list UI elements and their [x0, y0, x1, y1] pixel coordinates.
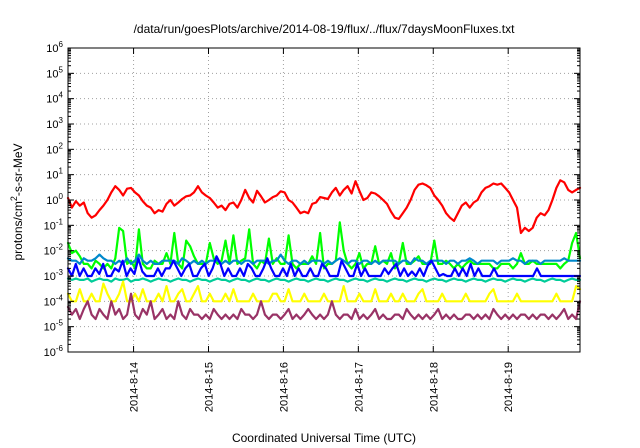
x-tick-label: 2014-8-16	[278, 362, 290, 412]
plot-frame	[67, 47, 581, 353]
y-tick-label: 10-1	[44, 217, 64, 232]
x-axis-label: Coordinated Universal Time (UTC)	[232, 431, 416, 445]
series-line-6	[66, 280, 582, 303]
series-line-3	[66, 253, 582, 265]
y-tick-label: 103	[46, 116, 63, 131]
y-tick-label: 10-3	[44, 268, 64, 283]
x-tick-label: 2014-8-18	[428, 362, 440, 412]
series-line-1	[66, 179, 582, 235]
y-tick-label: 10-4	[44, 293, 64, 308]
x-tick-label: 2014-8-14	[129, 362, 141, 412]
x-tick-label: 2014-8-19	[503, 362, 515, 412]
y-tick-label: 100	[46, 192, 63, 207]
y-tick-label: 104	[46, 91, 63, 106]
y-tick-label: 10-6	[44, 344, 64, 359]
y-tick-label: 106	[46, 40, 63, 55]
grid-lines	[68, 48, 580, 352]
y-tick-label: 10-2	[44, 243, 64, 258]
data-series	[66, 179, 582, 321]
y-tick-label: 105	[46, 65, 63, 80]
axis-ticks: 10-6 10-5 10-4 10-3 10-2 10-1 100 101 102 103 104 1…	[44, 40, 580, 412]
x-tick-label: 2014-8-15	[203, 362, 215, 412]
x-tick-label: 2014-8-17	[353, 362, 365, 412]
series-line-4	[66, 255, 582, 278]
y-axis-label: protons/cm2-s-sr-MeV	[9, 143, 25, 260]
series-line-5	[66, 277, 582, 283]
chart-title: /data/run/goesPlots/archive/2014-08-19/f…	[134, 22, 516, 36]
y-tick-label: 101	[46, 167, 63, 182]
y-tick-label: 10-5	[44, 319, 64, 334]
series-line-7	[66, 292, 582, 321]
y-tick-label: 102	[46, 141, 63, 156]
